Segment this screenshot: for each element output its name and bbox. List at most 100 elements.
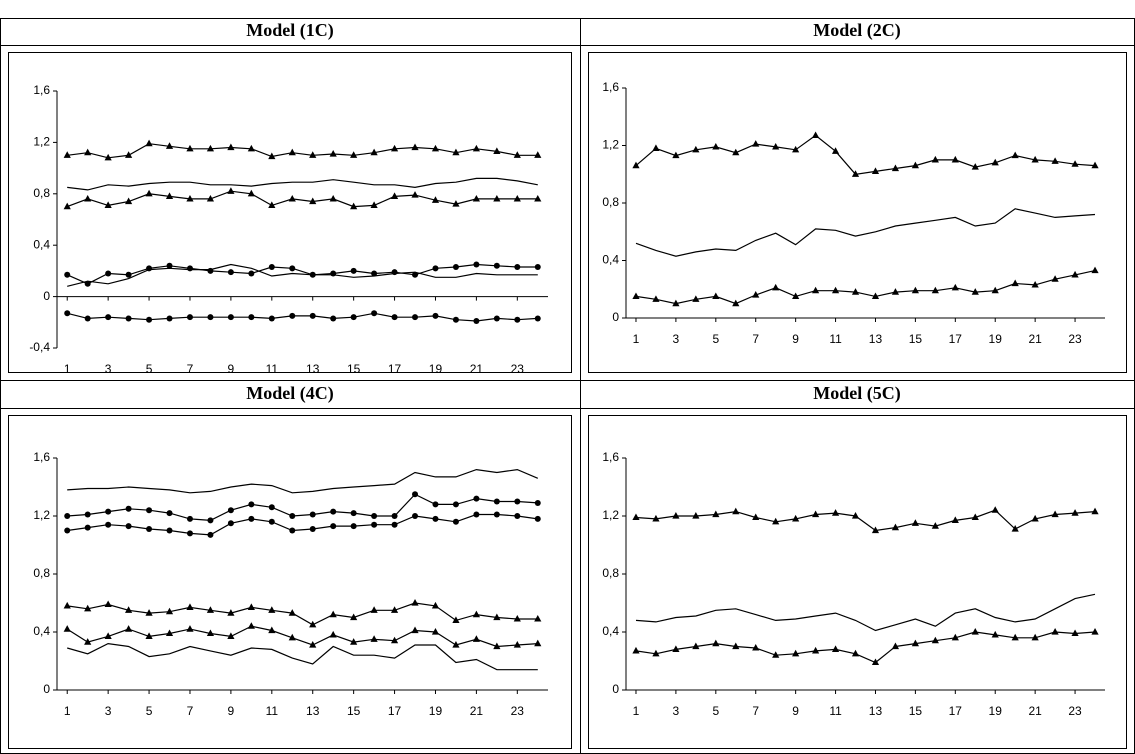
marker (84, 280, 91, 287)
x-tick-label: 9 (228, 704, 235, 718)
marker (146, 507, 153, 514)
x-tick-label: 3 (105, 362, 112, 376)
marker (186, 144, 194, 152)
marker (732, 642, 740, 650)
y-tick-label: 1,6 (33, 83, 50, 97)
marker (493, 194, 501, 202)
marker (165, 192, 174, 199)
marker (125, 523, 132, 530)
series-line (67, 468, 539, 494)
marker (289, 312, 296, 319)
marker (350, 510, 357, 517)
x-tick-label: 1 (64, 704, 71, 718)
marker (971, 628, 979, 635)
marker (473, 495, 480, 502)
x-tick-label: 3 (105, 704, 112, 718)
marker (431, 628, 440, 635)
marker (652, 649, 660, 657)
marker (105, 508, 112, 515)
marker (227, 609, 235, 616)
marker (309, 197, 317, 205)
marker (891, 288, 900, 295)
marker (390, 636, 399, 644)
marker (84, 604, 92, 612)
marker (931, 286, 939, 294)
marker (186, 530, 193, 537)
y-tick-label: -0,4 (29, 340, 50, 354)
y-tick-label: 0,4 (602, 253, 619, 267)
x-tick-label: 5 (712, 332, 719, 346)
series-line (66, 190, 538, 208)
marker (672, 151, 680, 159)
marker (370, 635, 378, 642)
y-tick-label: 0,4 (33, 624, 50, 638)
x-tick-label: 1 (64, 362, 71, 376)
marker (514, 513, 521, 519)
marker (371, 521, 378, 528)
series-line (67, 513, 538, 536)
marker (165, 629, 174, 637)
marker (227, 507, 234, 514)
marker (288, 148, 296, 156)
marker (411, 143, 419, 151)
x-tick-label: 5 (146, 704, 153, 718)
x-tick-label: 21 (470, 362, 484, 376)
marker (247, 622, 255, 629)
marker (370, 201, 378, 208)
marker (473, 511, 480, 518)
marker (412, 491, 419, 498)
marker (514, 498, 521, 505)
marker (452, 264, 459, 271)
marker (652, 144, 660, 151)
marker (391, 521, 398, 528)
x-tick-label: 17 (388, 704, 402, 718)
marker (831, 645, 840, 652)
marker (186, 314, 193, 321)
series-line (635, 631, 1096, 664)
marker (812, 510, 820, 518)
marker (473, 261, 480, 268)
marker (146, 526, 153, 533)
marker (772, 651, 780, 658)
marker (812, 286, 820, 294)
marker (268, 201, 276, 208)
marker (1051, 275, 1059, 282)
marker (104, 632, 112, 639)
marker (452, 616, 460, 623)
marker (350, 202, 358, 210)
marker (632, 292, 640, 300)
marker (951, 516, 959, 523)
marker (84, 511, 91, 518)
marker (1011, 525, 1019, 532)
marker (472, 610, 480, 618)
marker (692, 295, 700, 302)
marker (632, 513, 640, 521)
marker (145, 632, 153, 639)
y-tick-label: 1,2 (602, 508, 619, 522)
marker (534, 315, 541, 322)
marker (247, 603, 255, 610)
marker (186, 625, 194, 632)
marker (248, 515, 255, 522)
x-tick-label: 23 (1068, 332, 1082, 346)
marker (247, 189, 255, 197)
series-line (67, 263, 538, 287)
marker (513, 614, 521, 622)
marker (732, 299, 740, 307)
marker (472, 144, 480, 152)
marker (166, 262, 173, 269)
marker (166, 315, 173, 322)
marker (534, 194, 542, 202)
marker (350, 151, 358, 158)
marker (452, 200, 460, 207)
marker (652, 295, 660, 302)
marker (452, 501, 459, 508)
marker (432, 265, 439, 272)
marker (207, 517, 214, 524)
y-tick-label: 1,6 (602, 80, 619, 94)
x-tick-label: 3 (673, 704, 680, 718)
marker (1051, 628, 1059, 635)
marker (1031, 633, 1039, 641)
marker (412, 271, 419, 278)
